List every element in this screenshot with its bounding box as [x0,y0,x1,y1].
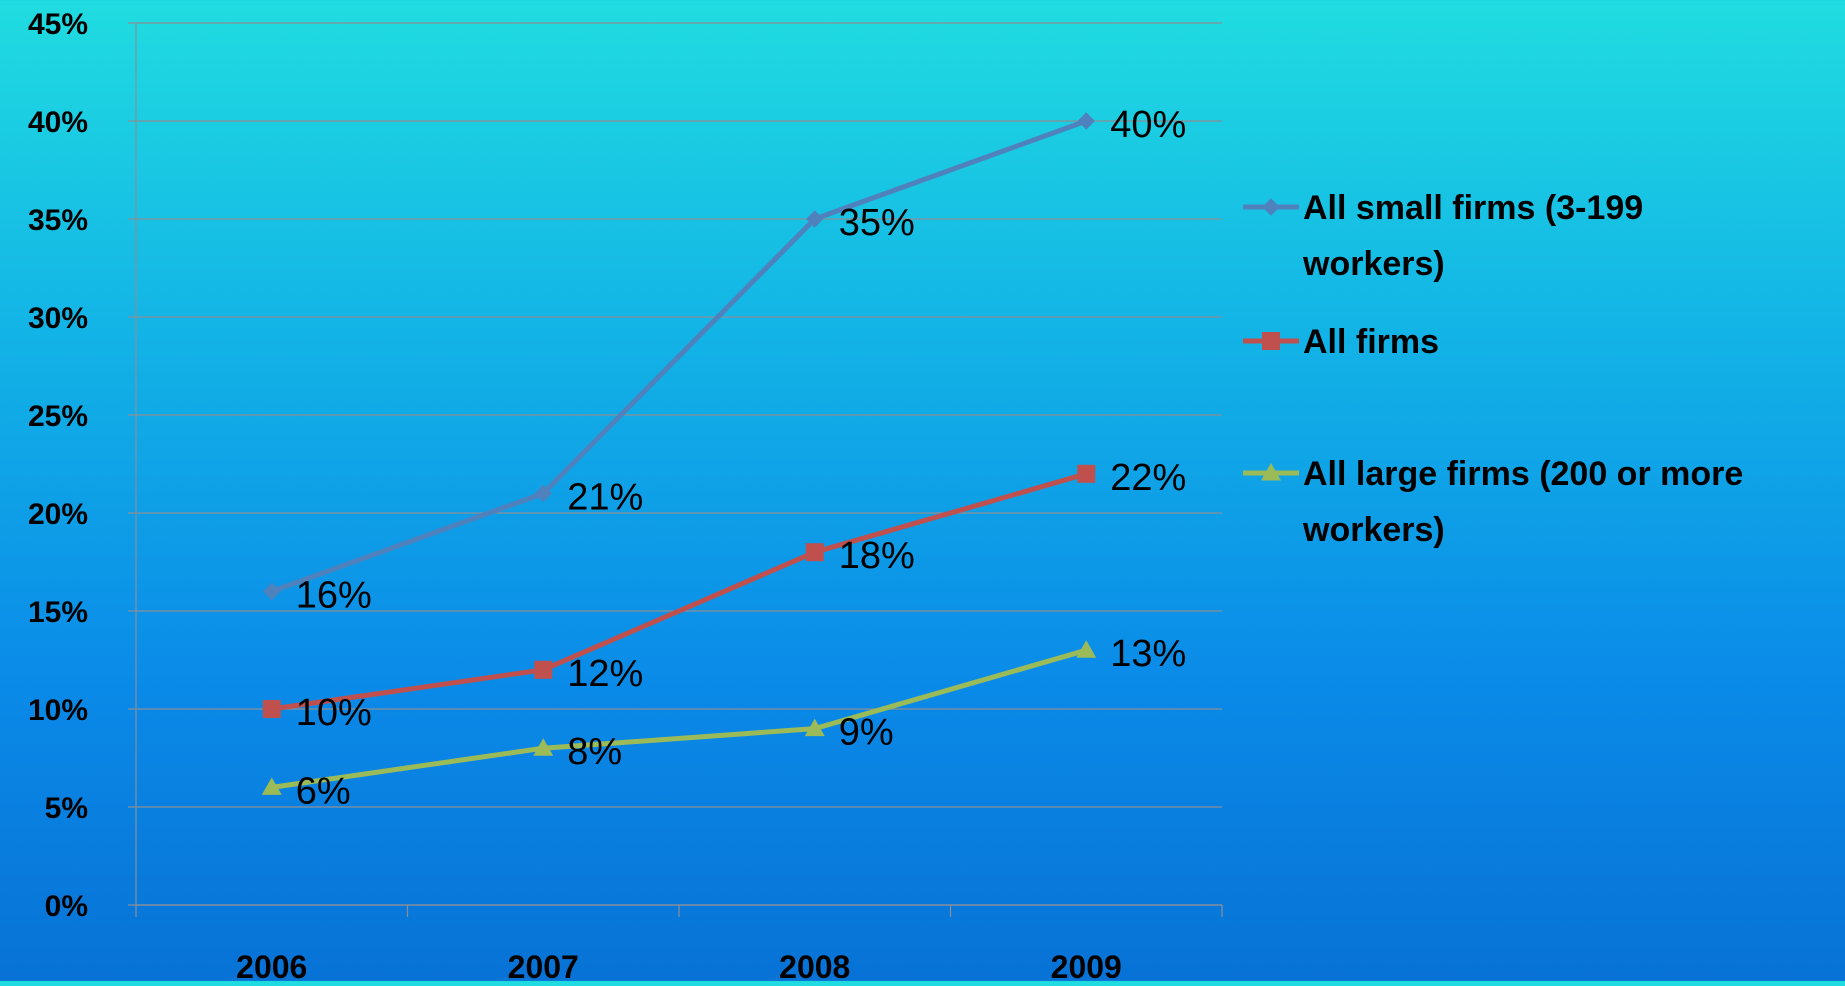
data-label-all-firms-2008: 18% [839,535,915,577]
y-tick-label: 35% [28,204,88,237]
series-lines [261,112,1097,795]
series-line-all-firms [269,471,1089,712]
data-point-all-firms-2006 [262,700,281,718]
y-tick-label: 15% [28,596,88,629]
data-point-all-small-firms-3-199-workers-2008 [806,210,824,228]
data-label-all-small-firms-3-199-workers-2007: 21% [567,476,643,518]
data-point-all-firms-2008 [805,543,824,562]
data-point-all-large-firms-200-or-more-workers-2008 [804,718,825,737]
legend-item-all-firms: All firms [1243,323,1439,361]
data-point-all-firms-2007 [534,660,553,679]
axes: 0% 5% 10% 15% 20% 25% 30% 35% 40% 45% 2006 2007 2008… [28,8,1223,985]
legend: All small firms (3-199 workers) All firms A… [1243,189,1743,549]
legend-item-all-small-firms-3-199-workers: All small firms (3-199 workers) [1243,189,1643,283]
series-line-all-small-firms-3-199-workers [269,118,1089,594]
y-tick-label: 20% [28,498,88,531]
x-tick-label-2008: 2008 [779,949,850,981]
data-point-all-large-firms-200-or-more-workers-2007 [533,738,554,756]
data-label-all-firms-2009: 22% [1110,457,1186,499]
legend-marker-triangle [1261,463,1281,481]
data-point-all-large-firms-200-or-more-workers-2006 [261,777,282,795]
y-tick-label: 0% [45,890,88,923]
data-point-all-firms-2009 [1077,464,1096,483]
x-tick-label-2009: 2009 [1051,949,1122,981]
legend-label-line: workers) [1302,511,1445,549]
data-label-all-small-firms-3-199-workers-2009: 40% [1110,104,1186,146]
legend-marker-diamond [1262,198,1280,216]
gridlines [136,22,1222,906]
data-label-all-small-firms-3-199-workers-2006: 16% [296,574,372,616]
data-point-all-small-firms-3-199-workers-2006 [263,582,281,601]
data-label-all-firms-2006: 10% [296,692,372,734]
y-tick-label: 10% [28,694,88,727]
y-tick-label: 40% [28,106,88,139]
data-labels: 16% 21% 35% 40% 10% 12% 18% 22% 6% 8% 9% 13% [296,104,1187,812]
data-label-all-firms-2007: 12% [567,653,643,695]
data-label-all-large-firms-200-or-more-workers-2006: 6% [296,770,351,812]
data-label-all-large-firms-200-or-more-workers-2008: 9% [839,712,894,754]
legend-label-line: workers) [1302,245,1445,283]
y-tick-label: 30% [28,302,88,335]
data-label-all-large-firms-200-or-more-workers-2009: 13% [1110,633,1186,675]
y-tick-label: 45% [28,8,88,41]
series-line-all-large-firms-200-or-more-workers [269,647,1089,790]
x-tick-label-2007: 2007 [508,949,579,981]
y-tick-label: 25% [28,400,88,433]
legend-item-all-large-firms-200-or-more-workers: All large firms (200 or more workers) [1243,455,1743,549]
data-point-all-small-firms-3-199-workers-2009 [1077,112,1095,130]
y-tick-label: 5% [45,792,88,825]
legend-label-line: All small firms (3-199 [1303,189,1643,227]
legend-label-line: All large firms (200 or more [1303,455,1743,493]
x-tick-label-2006: 2006 [236,949,307,981]
legend-label-line: All firms [1303,323,1439,361]
data-point-all-small-firms-3-199-workers-2007 [534,484,552,503]
data-point-all-large-firms-200-or-more-workers-2009 [1076,640,1097,658]
data-label-all-small-firms-3-199-workers-2008: 35% [839,202,915,244]
legend-marker-square [1262,332,1280,350]
data-label-all-large-firms-200-or-more-workers-2007: 8% [567,731,622,773]
